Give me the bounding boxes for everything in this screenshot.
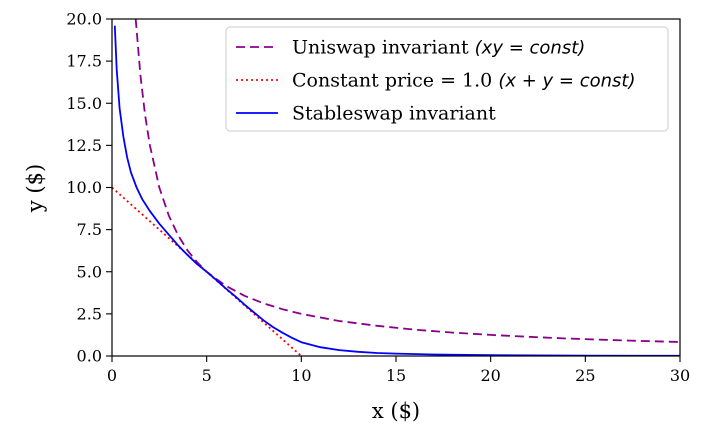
x-tick-label: 10: [291, 366, 311, 385]
legend-series-formula: (xy = const): [475, 38, 586, 59]
y-axis-label: y ($): [23, 164, 47, 213]
legend-entry-constant-price: Constant price = 1.0 (x + y = const): [292, 70, 635, 92]
legend-series-name: Uniswap invariant: [292, 37, 469, 59]
uniswap-series-line: [134, 19, 680, 343]
x-tick-label: 30: [670, 366, 690, 385]
y-tick-label: 12.5: [66, 136, 102, 155]
y-tick-label: 0.0: [77, 347, 102, 366]
legend-series-formula: (x + y = const): [498, 71, 635, 92]
legend-box: [225, 26, 669, 132]
y-axis: 0.0 2.5 5.0 7.5 10.0 12.5 15.0 17.5 20.0: [66, 10, 112, 366]
legend-entry-stableswap: Stableswap invariant: [292, 103, 496, 125]
series-layer: [112, 19, 680, 356]
y-tick-label: 7.5: [77, 220, 102, 239]
x-tick-label: 15: [386, 366, 406, 385]
x-tick-label: 5: [202, 366, 212, 385]
x-tick-label: 0: [107, 366, 117, 385]
stableswap-series-line: [113, 25, 680, 356]
legend: Uniswap invariant (xy = const) Constant p…: [225, 26, 669, 132]
y-tick-label: 10.0: [66, 178, 102, 197]
x-tick-label: 25: [575, 366, 595, 385]
legend-series-name: Constant price = 1.0: [292, 70, 492, 92]
y-tick-label: 15.0: [66, 94, 102, 113]
y-tick-label: 2.5: [77, 304, 102, 323]
legend-entry-uniswap: Uniswap invariant (xy = const): [292, 37, 585, 59]
x-tick-label: 20: [480, 366, 500, 385]
y-tick-label: 17.5: [66, 52, 102, 71]
y-tick-label: 20.0: [66, 10, 102, 29]
x-axis: 0 5 10 15 20 25 30: [107, 356, 690, 385]
x-axis-label: x ($): [372, 399, 420, 423]
legend-series-name: Stableswap invariant: [292, 103, 496, 125]
y-tick-label: 5.0: [77, 262, 102, 281]
